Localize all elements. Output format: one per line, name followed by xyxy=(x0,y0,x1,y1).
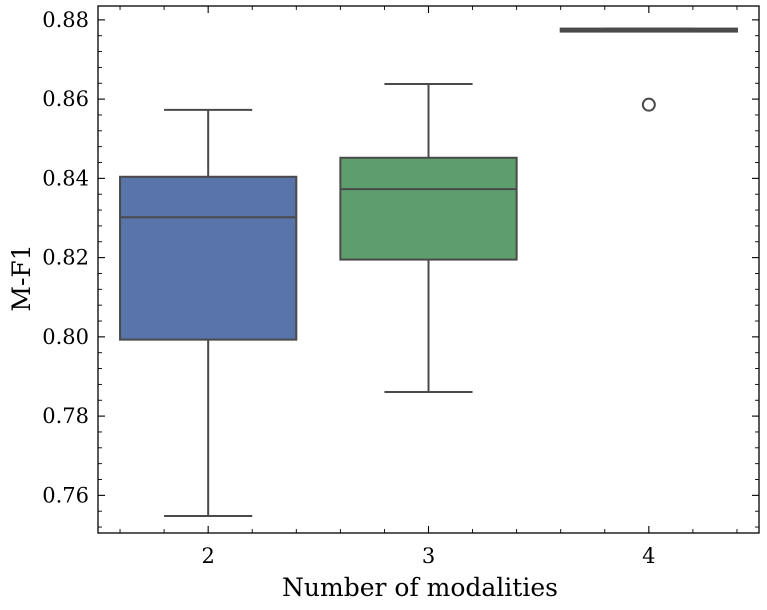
y-tick-label: 0.82 xyxy=(42,246,89,270)
x-axis-label: Number of modalities xyxy=(282,573,558,602)
box-4 xyxy=(559,27,738,112)
boxes xyxy=(119,27,738,517)
box-2 xyxy=(119,108,298,517)
y-tick-label: 0.80 xyxy=(42,325,89,349)
box-iqr xyxy=(119,175,298,341)
y-tick-label: 0.86 xyxy=(42,87,89,111)
axis-ticks xyxy=(98,6,759,533)
x-tick-label: 4 xyxy=(642,544,655,568)
y-tick-label: 0.88 xyxy=(42,8,89,32)
y-tick-label: 0.78 xyxy=(42,404,89,428)
outlier-point xyxy=(641,97,656,112)
y-tick-label: 0.76 xyxy=(42,483,89,507)
tick-labels: 0.76 0.78 0.80 0.82 0.84 0.86 0.88 2 3 4 xyxy=(42,8,655,568)
x-tick-label: 3 xyxy=(422,544,435,568)
y-tick-label: 0.84 xyxy=(42,166,89,190)
y-axis-label: M-F1 xyxy=(7,244,36,311)
x-tick-label: 2 xyxy=(201,544,214,568)
box-3 xyxy=(339,83,518,393)
box-iqr xyxy=(339,156,518,261)
